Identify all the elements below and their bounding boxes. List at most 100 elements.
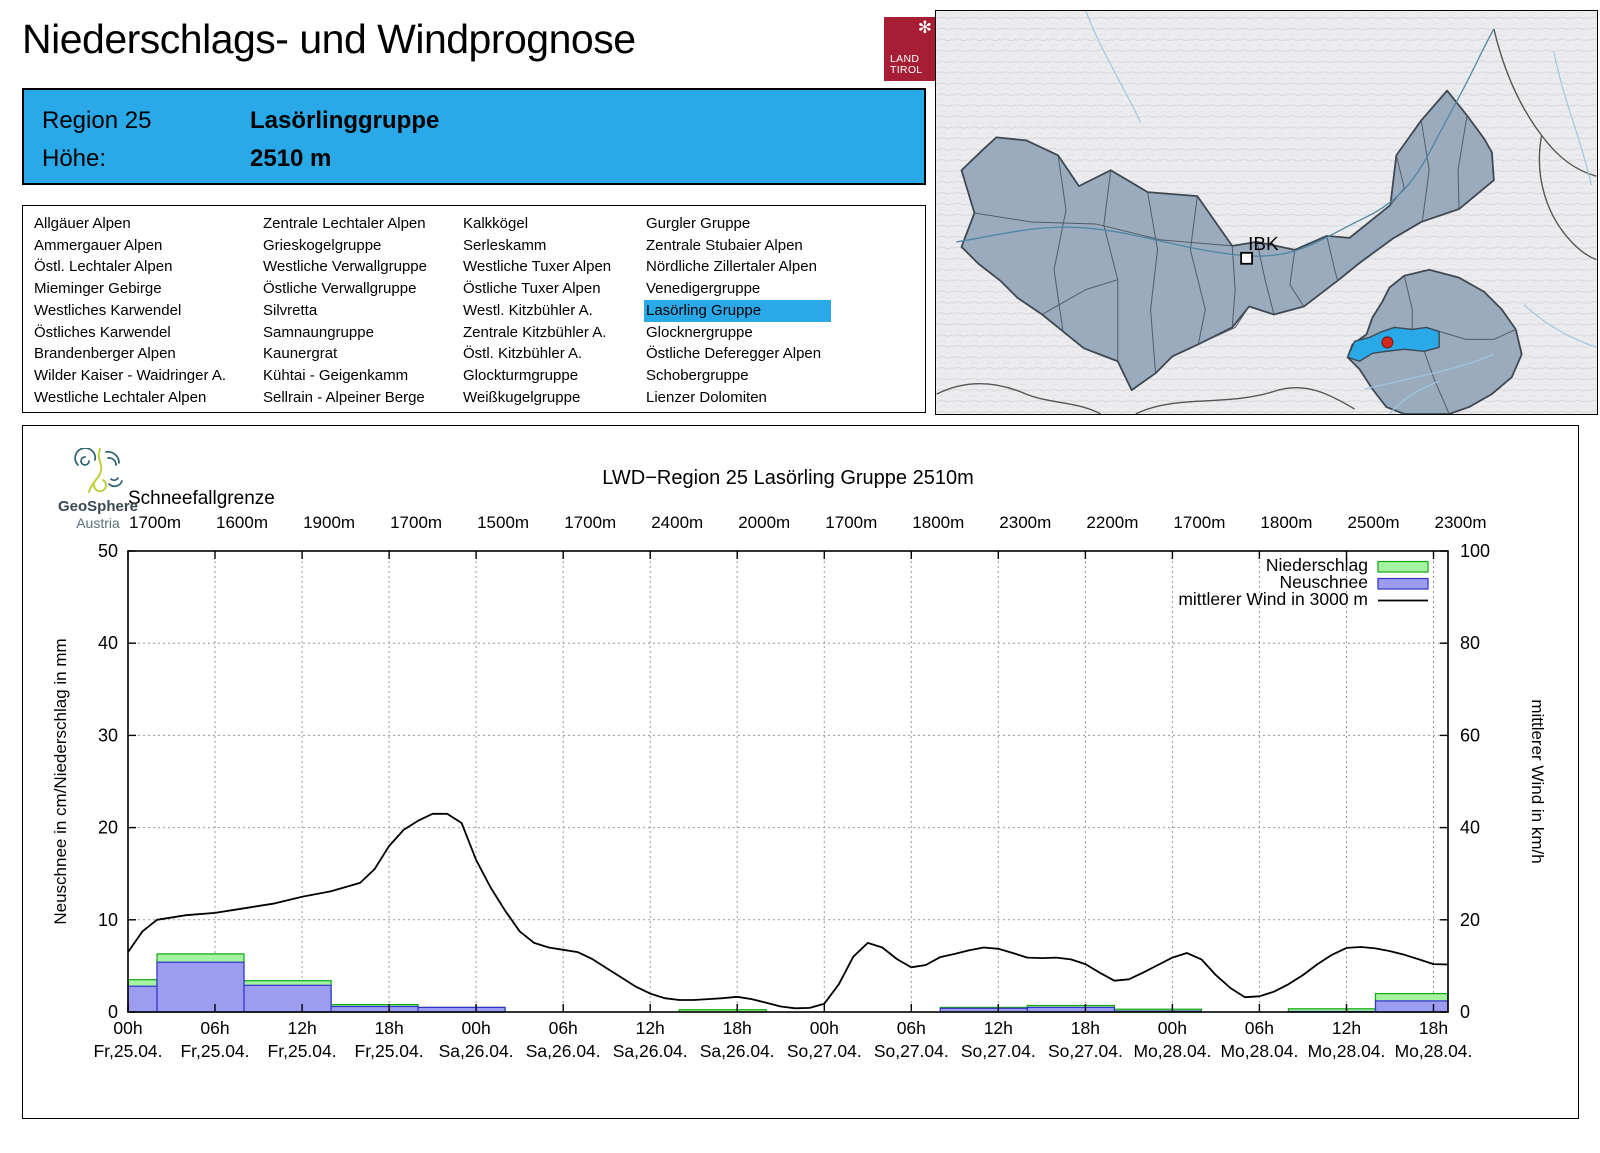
snowline-value: 1500m <box>477 513 529 532</box>
snowline-value: 1600m <box>216 513 268 532</box>
tirol-map: IBK <box>935 10 1598 415</box>
region-list-item[interactable]: Samnaungruppe <box>263 323 374 341</box>
legend-swatch <box>1377 560 1429 573</box>
forecast-chart-svg: LWD−Region 25 Lasörling Gruppe 2510m Schn… <box>51 467 1547 1061</box>
highlighted-region-lasoerling <box>1346 326 1440 362</box>
x-tick-date: Sa,26.04. <box>439 1041 514 1061</box>
region-list-item[interactable]: Gurgler Gruppe <box>646 215 751 232</box>
axis-ticks <box>127 550 1448 1013</box>
region-list-item[interactable]: Nördliche Zillertaler Alpen <box>646 258 817 276</box>
region-list-item[interactable]: Zentrale Lechtaler Alpen <box>263 215 426 232</box>
x-tick-time: 00h <box>461 1018 490 1038</box>
snowline-value: 2000m <box>738 513 790 532</box>
region-list-item[interactable]: Weißkugelgruppe <box>463 388 581 406</box>
region-list-item[interactable]: Westl. Kitzbühler A. <box>463 301 593 319</box>
x-tick-time: 18h <box>1419 1018 1448 1038</box>
region-list-item[interactable]: Serleskamm <box>463 236 547 254</box>
region-list-item[interactable]: Westliche Tuxer Alpen <box>463 258 612 276</box>
outer-borders <box>936 28 1597 414</box>
region-list-item[interactable]: Ammergauer Alpen <box>34 236 163 254</box>
chart-gridlines <box>128 551 1448 1012</box>
region-list-item[interactable]: Glockturmgruppe <box>463 366 579 384</box>
legend-label: Niederschlag <box>1266 555 1368 575</box>
region-list-item[interactable]: Östliche Verwallgruppe <box>263 280 417 298</box>
region-list-item[interactable]: Lienzer Dolomiten <box>646 388 767 406</box>
y-right-tick: 80 <box>1460 633 1480 653</box>
x-tick-time: 12h <box>1332 1018 1361 1038</box>
snowline-value: 1700m <box>129 513 181 532</box>
x-tick-date: Mo,28.04. <box>1308 1041 1386 1061</box>
region-list-item[interactable]: Westliche Lechtaler Alpen <box>34 388 207 406</box>
x-tick-date: Mo,28.04. <box>1220 1041 1298 1061</box>
region-list-item[interactable]: Kaunergrat <box>263 345 338 363</box>
x-tick-date: Sa,26.04. <box>700 1041 775 1061</box>
y-left-tick: 10 <box>98 910 118 930</box>
region-list-item[interactable]: Schobergruppe <box>646 366 749 384</box>
region-number-label: Region 25 <box>42 107 152 134</box>
region-list-item[interactable]: Kühtai - Geigenkamm <box>263 366 409 384</box>
region-list-item[interactable]: Venedigergruppe <box>646 280 761 298</box>
x-tick-time: 00h <box>113 1018 142 1038</box>
snowline-value: 1800m <box>912 513 964 532</box>
x-tick-date: So,27.04. <box>787 1041 862 1061</box>
region-list-item[interactable]: Allgäuer Alpen <box>34 215 131 232</box>
y-left-axis-label: Neuschnee in cm/Niederschlag in mm <box>51 638 70 924</box>
y-left-tick: 30 <box>98 725 118 745</box>
region-list-item[interactable]: Sellrain - Alpeiner Berge <box>263 388 425 406</box>
forecast-chart: LWD−Region 25 Lasörling Gruppe 2510m Schn… <box>22 425 1579 1119</box>
east-tirol-subregion-borders <box>1403 275 1516 414</box>
snowline-value: 1700m <box>564 513 616 532</box>
height-value: 2510 m <box>250 145 332 172</box>
region-list-item[interactable]: Glocknergruppe <box>646 323 753 341</box>
region-name-value: Lasörlinggruppe <box>250 107 440 134</box>
x-tick-time: 06h <box>897 1018 926 1038</box>
x-tick-date: So,27.04. <box>961 1041 1036 1061</box>
x-tick-time: 00h <box>810 1018 839 1038</box>
location-dot <box>1381 336 1394 349</box>
region-list-item[interactable]: Silvretta <box>263 301 318 319</box>
region-list-item[interactable]: Zentrale Stubaier Alpen <box>646 236 803 254</box>
region-list-item[interactable]: Westliches Karwendel <box>34 301 182 319</box>
y-right-tick: 100 <box>1460 541 1490 561</box>
region-list-item[interactable]: Kalkkögel <box>463 215 529 232</box>
region-list-item[interactable]: Mieminger Gebirge <box>34 280 162 298</box>
region-list-item[interactable]: Grieskogelgruppe <box>263 236 382 254</box>
y-right-tick: 0 <box>1460 1002 1470 1022</box>
legend-label: Neuschnee <box>1279 572 1368 592</box>
region-list-item[interactable]: Westliche Verwallgruppe <box>263 258 427 276</box>
chart-title: LWD−Region 25 Lasörling Gruppe 2510m <box>602 467 974 489</box>
x-tick-date: So,27.04. <box>874 1041 949 1061</box>
region-list-item[interactable]: Östliche Tuxer Alpen <box>463 280 601 298</box>
snowline-value: 1700m <box>390 513 442 532</box>
y-left-tick: 20 <box>98 818 118 838</box>
snowline-value: 2300m <box>1435 513 1487 532</box>
x-tick-time: 12h <box>984 1018 1013 1038</box>
x-tick-date: Sa,26.04. <box>613 1041 688 1061</box>
x-tick-date: Mo,28.04. <box>1395 1041 1473 1061</box>
legend-swatch <box>1377 577 1429 590</box>
rivers <box>956 11 1597 414</box>
x-tick-date: So,27.04. <box>1048 1041 1123 1061</box>
x-tick-date: Mo,28.04. <box>1133 1041 1211 1061</box>
region-list-item[interactable]: Östliches Karwendel <box>34 323 171 341</box>
snowline-value: 2300m <box>999 513 1051 532</box>
geosphere-logo: GeoSphere Austria <box>48 447 148 531</box>
y-right-tick: 60 <box>1460 725 1480 745</box>
region-list-item[interactable]: Östl. Kitzbühler A. <box>463 345 583 363</box>
snowline-value: 2400m <box>651 513 703 532</box>
region-list-item[interactable]: Östl. Lechtaler Alpen <box>34 258 173 276</box>
region-list-column: Allgäuer Alpen Ammergauer Alpen Östl. Lech… <box>34 213 263 412</box>
snowline-value: 1700m <box>1173 513 1225 532</box>
wind-line <box>127 812 1449 1010</box>
region-info-box: Region 25 Lasörlinggruppe Höhe: 2510 m <box>22 88 926 185</box>
y-left-tick: 40 <box>98 633 118 653</box>
geosphere-name: GeoSphere <box>57 498 139 515</box>
region-list-item[interactable]: Brandenberger Alpen <box>34 345 176 363</box>
region-list-item-selected[interactable]: Lasörling Gruppe <box>644 299 831 322</box>
region-list-item[interactable]: Wilder Kaiser - Waidringer A. <box>34 366 226 384</box>
x-tick-time: 06h <box>1245 1018 1274 1038</box>
region-list-item[interactable]: Zentrale Kitzbühler A. <box>463 323 607 341</box>
snowline-value: 1900m <box>303 513 355 532</box>
region-list-item[interactable]: Östliche Deferegger Alpen <box>646 345 822 363</box>
